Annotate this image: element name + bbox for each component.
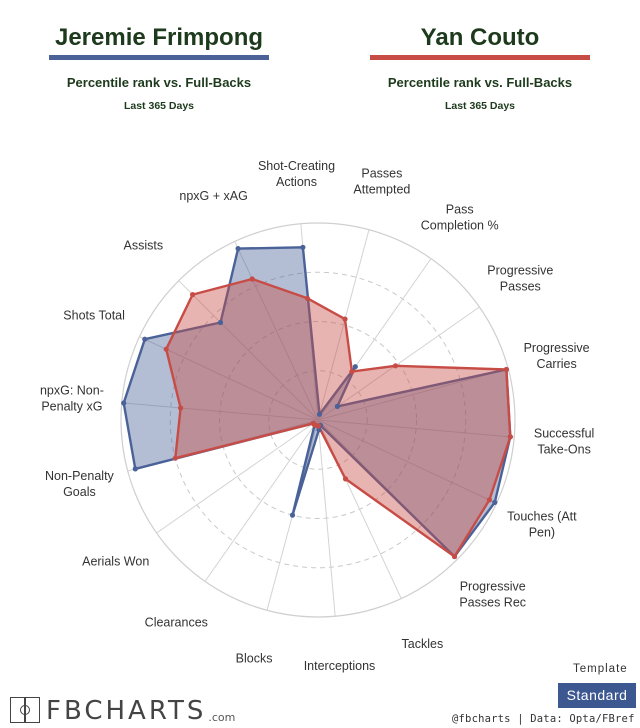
axis-label: Shot-Creating Actions [258, 159, 335, 189]
data-point [486, 497, 492, 503]
data-point [172, 455, 178, 461]
data-point [217, 319, 224, 326]
template-label: Template [573, 663, 628, 675]
player-right-name: Yan Couto [420, 24, 540, 51]
grid-ring-50 [219, 321, 417, 519]
data-point [142, 336, 148, 342]
grid-spoke [317, 419, 497, 504]
axis-label: Shots Total [63, 309, 125, 323]
player-right-header: Yan Couto Percentile rank vs. Full-Backs… [370, 22, 590, 112]
data-point [316, 427, 322, 433]
axis-label: Interceptions [304, 659, 376, 673]
grid-spoke [156, 419, 319, 534]
grid-spoke [204, 419, 319, 582]
data-point [310, 420, 316, 426]
radar-grid [120, 222, 516, 618]
axis-label: Passes Attempted [353, 166, 410, 196]
radar-series [121, 244, 513, 560]
grid-spoke [121, 402, 319, 421]
axis-label: Blocks [236, 652, 273, 666]
axis-label: Touches (Att Pen) [507, 509, 577, 539]
grid-spoke [317, 419, 336, 617]
grid-spoke [234, 241, 319, 421]
grid-spoke [317, 229, 370, 421]
data-point [492, 499, 498, 505]
axis-label: Tackles [402, 637, 444, 651]
player-left-period: Last 365 Days [123, 100, 195, 112]
grid-ring-25 [268, 370, 368, 470]
data-point [178, 405, 184, 411]
data-point [300, 244, 306, 250]
data-point [392, 363, 399, 369]
player-left-header: Jeremie Frimpong Percentile rank vs. Ful… [49, 22, 269, 112]
data-point [316, 411, 323, 417]
player-right-period: Last 365 Days [444, 100, 516, 112]
axis-label: Clearances [145, 615, 208, 629]
data-point [352, 364, 358, 370]
axis-label: Progressive Passes [487, 263, 553, 293]
data-point [121, 400, 127, 406]
axis-label: npxG: Non-Penalty xG [40, 384, 104, 414]
data-point [342, 476, 349, 482]
data-point [507, 434, 513, 440]
data-point [289, 512, 296, 518]
data-point [349, 369, 355, 375]
data-point [304, 295, 310, 301]
data-point [451, 553, 458, 560]
brand-logo-suffix: .com [208, 711, 236, 724]
axis-label: Progressive Carries [524, 341, 590, 371]
player-left-color-bar [49, 55, 269, 60]
player-right-subtitle: Percentile rank vs. Full-Backs [387, 75, 573, 90]
player-left-name: Jeremie Frimpong [54, 24, 264, 51]
data-point [190, 292, 196, 298]
grid-spoke [139, 336, 319, 421]
axis-label: npxG + xAG [179, 189, 247, 203]
fbcharts-logo: FBCHARTS .com [10, 692, 235, 726]
radar-axis-labels: Shot-Creating Actions Passes Attempted Pass C… [40, 159, 594, 673]
brand-logo-text: FBCHARTS [46, 696, 207, 726]
template-select-button[interactable]: Standard [558, 683, 636, 708]
data-point [342, 316, 348, 322]
grid-spoke [178, 280, 319, 421]
grid-spoke [317, 306, 480, 421]
axis-label: Pass Completion % [421, 203, 499, 233]
grid-spoke [317, 419, 515, 438]
data-point [132, 466, 138, 472]
grid-ring-outer [120, 222, 516, 618]
grid-spoke [317, 368, 509, 421]
player-right-color-bar [370, 55, 590, 60]
data-point [163, 346, 169, 352]
axis-label: Aerials Won [82, 555, 149, 569]
axis-label: Successful Take-Ons [534, 427, 594, 457]
pitch-icon [10, 697, 40, 723]
data-point [235, 246, 241, 252]
series-area-right-player [164, 277, 512, 558]
player-left-subtitle: Percentile rank vs. Full-Backs [66, 75, 252, 90]
data-credit: @fbcharts | Data: Opta/FBref [452, 713, 635, 725]
data-point [249, 276, 255, 282]
axis-label: Non-Penalty Goals [45, 469, 115, 499]
data-point [334, 403, 340, 409]
axis-label: Progressive Passes Rec [459, 580, 526, 610]
axis-label: Assists [124, 238, 164, 252]
grid-ring-75 [169, 271, 467, 569]
data-point [503, 366, 509, 373]
